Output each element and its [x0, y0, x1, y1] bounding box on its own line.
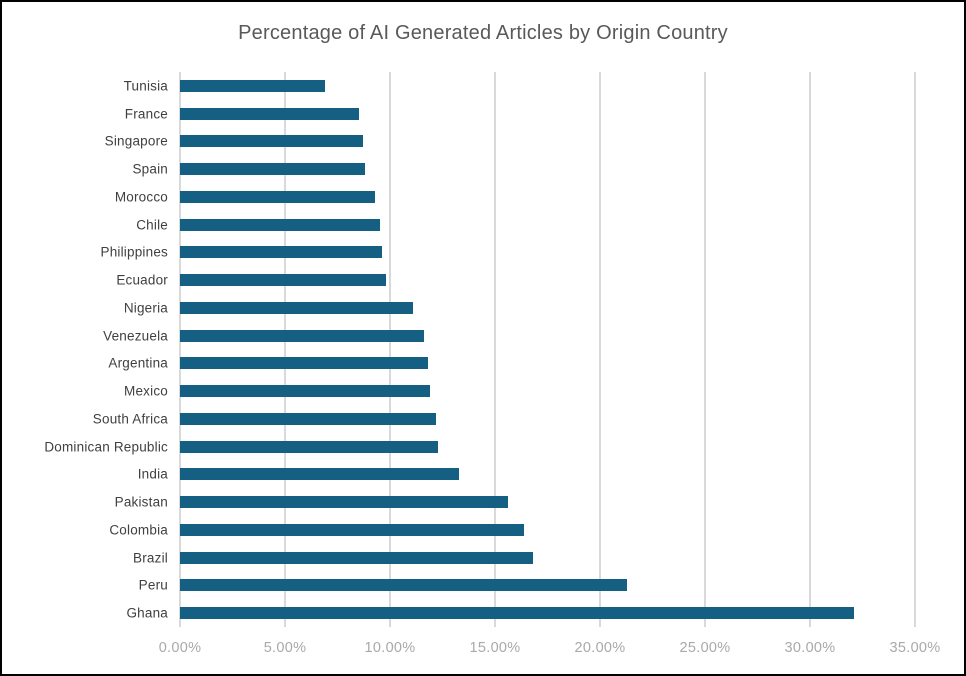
- category-label-colombia: Colombia: [109, 522, 168, 538]
- category-label-nigeria: Nigeria: [123, 300, 168, 316]
- gridline-25: [704, 72, 706, 627]
- x-tick-label: 5.00%: [263, 640, 307, 656]
- bar-ecuador: [180, 274, 386, 287]
- category-label-philippines: Philippines: [100, 244, 168, 260]
- x-tick-label: 25.00%: [679, 640, 731, 656]
- x-tick-label: 10.00%: [364, 640, 416, 656]
- bar-south-africa: [180, 412, 437, 425]
- category-label-peru: Peru: [138, 577, 168, 593]
- bar-mexico: [180, 385, 430, 398]
- bar-india: [180, 468, 460, 481]
- category-label-india: India: [137, 466, 168, 482]
- x-tick-label: 35.00%: [889, 640, 941, 656]
- gridline-15: [494, 72, 496, 627]
- category-label-morocco: Morocco: [114, 189, 168, 205]
- bar-argentina: [180, 357, 428, 370]
- bar-brazil: [180, 551, 533, 564]
- bar-singapore: [180, 135, 363, 148]
- bar-dominican-republic: [180, 440, 439, 453]
- category-label-singapore: Singapore: [104, 133, 168, 149]
- bar-france: [180, 107, 359, 120]
- category-label-ecuador: Ecuador: [116, 272, 168, 288]
- bar-nigeria: [180, 301, 414, 314]
- category-label-dominican-republic: Dominican Republic: [44, 439, 168, 455]
- category-label-mexico: Mexico: [124, 383, 168, 399]
- x-tick-label: 20.00%: [574, 640, 626, 656]
- gridline-0: [179, 72, 181, 627]
- gridline-5: [284, 72, 286, 627]
- bar-peru: [180, 579, 628, 592]
- category-label-ghana: Ghana: [126, 605, 168, 621]
- bar-colombia: [180, 523, 525, 536]
- x-tick-label: 0.00%: [158, 640, 202, 656]
- bar-morocco: [180, 190, 376, 203]
- bar-tunisia: [180, 79, 325, 92]
- bar-spain: [180, 163, 365, 176]
- gridline-10: [389, 72, 391, 627]
- category-label-spain: Spain: [132, 161, 168, 177]
- category-label-chile: Chile: [136, 217, 168, 233]
- chart-title: Percentage of AI Generated Articles by O…: [238, 22, 728, 44]
- gridline-20: [599, 72, 601, 627]
- bar-pakistan: [180, 496, 508, 509]
- gridline-30: [809, 72, 811, 627]
- x-tick-label: 15.00%: [469, 640, 521, 656]
- category-label-france: France: [124, 106, 168, 122]
- category-label-south-africa: South Africa: [92, 411, 168, 427]
- category-label-pakistan: Pakistan: [114, 494, 168, 510]
- category-label-tunisia: Tunisia: [123, 78, 168, 94]
- plot-area: [179, 72, 916, 627]
- x-axis: 0.00% 5.00% 10.00% 15.00% 20.00% 25.00% 30.00%…: [159, 640, 941, 660]
- category-label-venezuela: Venezuela: [103, 328, 168, 344]
- y-axis: Tunisia France Singapore Spain Morocco Chile P…: [2, 72, 180, 627]
- category-label-brazil: Brazil: [133, 550, 168, 566]
- bar-venezuela: [180, 329, 424, 342]
- bar-chile: [180, 218, 380, 231]
- bar-philippines: [180, 246, 382, 259]
- x-tick-label: 30.00%: [784, 640, 836, 656]
- category-label-argentina: Argentina: [108, 355, 168, 371]
- bar-ghana: [180, 607, 855, 620]
- gridline-35: [914, 72, 916, 627]
